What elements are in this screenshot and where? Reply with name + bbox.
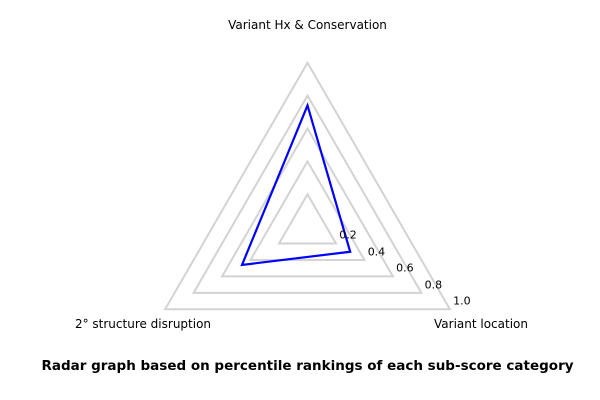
axis-label-variant-location: Variant location	[434, 317, 528, 331]
grid-ring	[248, 159, 367, 261]
grid-rings	[163, 60, 452, 311]
radial-tick-label: 0.4	[367, 245, 386, 259]
grid-ring	[163, 60, 452, 311]
data-series	[240, 102, 352, 267]
radial-tick-label: 0.2	[339, 228, 357, 242]
radial-tick-label: 0.8	[424, 278, 443, 292]
radial-tick-label: 0.6	[396, 261, 414, 275]
grid-ring	[191, 93, 424, 294]
data-polygon	[240, 102, 352, 267]
axis-label-structure-disruption: 2° structure disruption	[74, 317, 212, 331]
axis-label-variant-hx-conservation: Variant Hx & Conservation	[228, 18, 387, 32]
grid-ring	[220, 126, 395, 278]
chart-caption: Radar graph based on percentile rankings…	[41, 358, 574, 374]
radial-tick-label: 1.0	[453, 294, 471, 308]
grid-ring	[277, 192, 338, 245]
